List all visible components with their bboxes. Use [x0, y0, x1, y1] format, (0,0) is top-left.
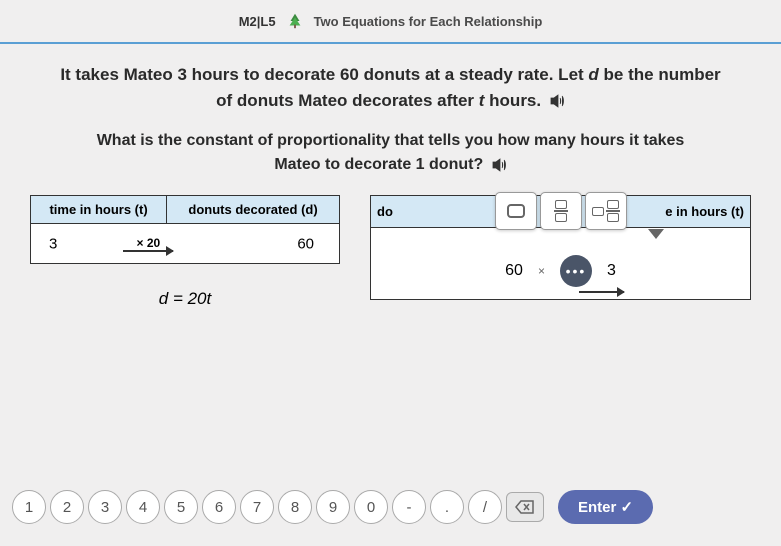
keypad: 1 2 3 4 5 6 7 8 9 0 - . / Enter ✓: [0, 490, 781, 524]
page-header: M2|L5 Two Equations for Each Relationshi…: [0, 0, 781, 44]
key-2[interactable]: 2: [50, 490, 84, 524]
question-line1: What is the constant of proportionality …: [97, 132, 685, 149]
data-row: 3 × 20 60: [31, 224, 340, 264]
problem-text-2b: hours.: [484, 91, 541, 110]
key-backspace[interactable]: [506, 492, 544, 522]
right-panel: do e in hours (t) 60 × ••• 3: [370, 195, 751, 309]
fraction-icon: [554, 200, 568, 222]
problem-var-d: d: [588, 65, 598, 84]
key-0[interactable]: 0: [354, 490, 388, 524]
tool-fraction-button[interactable]: [540, 192, 582, 230]
arrow-right-icon: [579, 291, 624, 293]
problem-text-1b: be the number: [599, 65, 721, 84]
question-line2: Mateo to decorate 1 donut?: [274, 156, 483, 173]
speaker-icon[interactable]: [491, 158, 507, 172]
speaker-icon[interactable]: [549, 94, 565, 108]
input-toolbar: [495, 192, 627, 230]
mixed-number-icon: [592, 200, 620, 222]
multiply-arrow: × 20: [123, 236, 173, 252]
equation-text: d = 20t: [30, 289, 340, 309]
lesson-code: M2|L5: [239, 14, 276, 29]
cell-donuts: 60: [297, 235, 314, 252]
key-1[interactable]: 1: [12, 490, 46, 524]
lesson-title: Two Equations for Each Relationship: [314, 14, 543, 29]
key-7[interactable]: 7: [240, 490, 274, 524]
key-9[interactable]: 9: [316, 490, 350, 524]
tool-mixed-button[interactable]: [585, 192, 627, 230]
problem-text-2a: of donuts Mateo decorates after: [216, 91, 479, 110]
th-time: time in hours (t): [31, 196, 167, 224]
key-minus[interactable]: -: [392, 490, 426, 524]
given-table: time in hours (t) donuts decorated (d) 3…: [30, 195, 340, 264]
left-panel: time in hours (t) donuts decorated (d) 3…: [30, 195, 340, 309]
key-dot[interactable]: .: [430, 490, 464, 524]
answer-input-placeholder[interactable]: •••: [560, 255, 592, 287]
question-text: What is the constant of proportionality …: [30, 129, 751, 177]
key-slash[interactable]: /: [468, 490, 502, 524]
tool-box-button[interactable]: [495, 192, 537, 230]
key-4[interactable]: 4: [126, 490, 160, 524]
work-area: time in hours (t) donuts decorated (d) 3…: [30, 195, 751, 309]
th-donuts: donuts decorated (d): [167, 196, 340, 224]
multiply-label: × 20: [137, 236, 161, 250]
answer-t: 3: [607, 262, 616, 280]
times-symbol: ×: [538, 264, 545, 278]
answer-row[interactable]: 60 × ••• 3: [371, 228, 751, 300]
key-5[interactable]: 5: [164, 490, 198, 524]
enter-button[interactable]: Enter ✓: [558, 490, 653, 524]
box-icon: [507, 204, 525, 218]
arrow-right-icon: [123, 250, 173, 252]
key-6[interactable]: 6: [202, 490, 236, 524]
problem-text-1a: It takes Mateo 3 hours to decorate 60 do…: [60, 65, 588, 84]
backspace-icon: [515, 500, 535, 514]
answer-d: 60: [505, 262, 523, 280]
content-area: It takes Mateo 3 hours to decorate 60 do…: [0, 44, 781, 327]
cell-time: 3: [49, 235, 57, 252]
key-3[interactable]: 3: [88, 490, 122, 524]
key-8[interactable]: 8: [278, 490, 312, 524]
problem-statement: It takes Mateo 3 hours to decorate 60 do…: [30, 62, 751, 113]
toolbar-pointer-icon: [648, 229, 664, 239]
lesson-icon: [286, 12, 304, 30]
